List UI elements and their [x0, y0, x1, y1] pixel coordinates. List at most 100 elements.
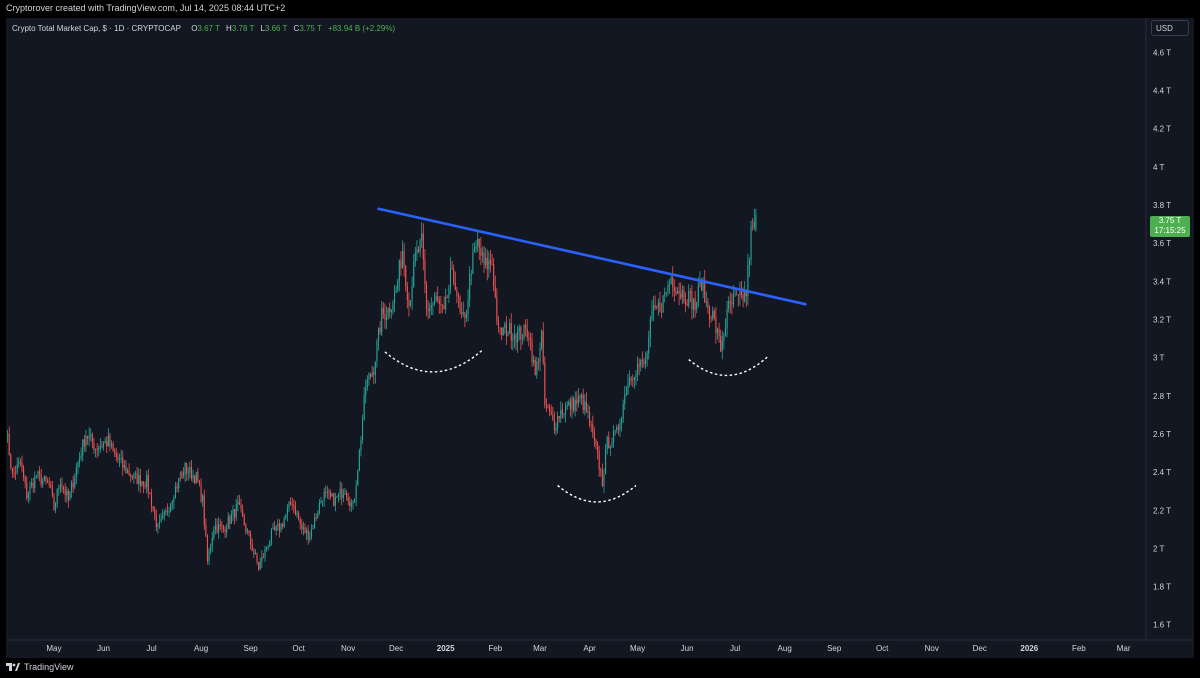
candle	[123, 459, 125, 471]
resistance-trendline[interactable]	[377, 207, 807, 306]
candle	[369, 373, 372, 380]
candle	[721, 330, 723, 360]
candle	[537, 358, 539, 371]
candle	[294, 500, 296, 516]
legend-change: +83.94 B (+2.29%)	[327, 24, 396, 33]
candle	[224, 526, 226, 538]
candle	[542, 322, 544, 366]
candle	[478, 238, 480, 260]
candle	[611, 437, 613, 448]
candle	[633, 376, 635, 389]
candle	[18, 456, 20, 469]
candle	[102, 441, 105, 451]
candle	[629, 370, 631, 388]
candle	[416, 240, 418, 261]
candle	[501, 327, 503, 341]
candle	[152, 505, 154, 512]
chart-panel[interactable]: 1.6 T 1.8 T 2 T 2.2 T 2.4 T 2.6 T 2.8 T 3 T 3.2 …	[6, 18, 1194, 658]
candle	[50, 480, 52, 489]
candle	[237, 495, 239, 512]
left-shoulder-arc[interactable]	[384, 349, 483, 373]
candle	[675, 286, 677, 296]
candle	[61, 477, 63, 493]
candle	[577, 388, 579, 408]
candle	[27, 491, 29, 504]
candle	[94, 448, 97, 458]
candle	[469, 266, 471, 308]
candle	[654, 295, 656, 310]
candle	[330, 489, 332, 500]
candle	[510, 313, 512, 350]
candle	[136, 466, 138, 485]
candle	[363, 386, 365, 421]
candle	[625, 385, 627, 397]
candle	[657, 298, 659, 316]
candle	[646, 350, 648, 367]
candle	[520, 325, 522, 350]
candle	[166, 503, 169, 516]
candle	[251, 538, 253, 552]
candle	[75, 462, 77, 485]
candle	[608, 431, 610, 449]
candle	[314, 513, 316, 529]
currency-button[interactable]: USD	[1151, 20, 1189, 36]
tradingview-brand: TradingView	[24, 662, 74, 672]
price-tick-label: 3.6 T	[1153, 239, 1171, 248]
candle	[352, 500, 354, 510]
time-tick-label: Jun	[681, 644, 694, 653]
head-arc[interactable]	[557, 484, 637, 503]
candle	[318, 499, 320, 515]
candle	[720, 329, 722, 353]
candle	[234, 509, 236, 525]
candle	[446, 294, 448, 298]
candle	[724, 318, 727, 337]
candle	[707, 298, 709, 314]
candle	[275, 525, 277, 536]
candle	[589, 406, 591, 428]
time-tick-label: Mar	[533, 644, 547, 653]
candle	[584, 394, 586, 416]
time-tick-label: Nov	[925, 644, 939, 653]
candle	[640, 358, 642, 372]
candle	[42, 477, 44, 488]
candle	[497, 315, 500, 333]
candle	[256, 552, 258, 565]
candle	[397, 278, 399, 293]
candle	[544, 356, 546, 409]
candle	[208, 547, 210, 565]
candle	[254, 549, 256, 555]
price-chart[interactable]: 1.6 T 1.8 T 2 T 2.2 T 2.4 T 2.6 T 2.8 T 3 T 3.2 …	[6, 18, 1194, 658]
candle	[37, 470, 39, 480]
candle	[755, 208, 757, 232]
candle	[118, 453, 121, 468]
candle	[513, 324, 516, 348]
drawings-layer	[377, 207, 807, 503]
candle	[66, 486, 68, 503]
legend-open-value: 3.67 T	[197, 24, 220, 33]
candle	[35, 475, 37, 479]
candle	[734, 289, 736, 297]
candle	[457, 292, 460, 308]
candle	[122, 450, 124, 476]
candle	[179, 471, 181, 482]
candle	[253, 547, 255, 558]
time-tick-label: Sep	[827, 644, 842, 653]
candle	[150, 488, 153, 513]
candle	[91, 432, 93, 449]
candle	[652, 295, 655, 322]
candle	[245, 523, 247, 535]
right-shoulder-arc[interactable]	[688, 355, 770, 377]
candle	[686, 299, 688, 307]
candle	[692, 298, 695, 318]
candle	[278, 519, 280, 538]
candle	[86, 435, 89, 445]
candle	[606, 435, 608, 455]
candle	[317, 510, 319, 519]
candle	[70, 480, 73, 498]
candle	[19, 458, 21, 467]
candle	[229, 514, 231, 530]
candle	[106, 436, 108, 453]
candle	[26, 476, 28, 501]
tradingview-logo[interactable]: TradingView	[6, 662, 74, 672]
candle	[205, 518, 207, 538]
